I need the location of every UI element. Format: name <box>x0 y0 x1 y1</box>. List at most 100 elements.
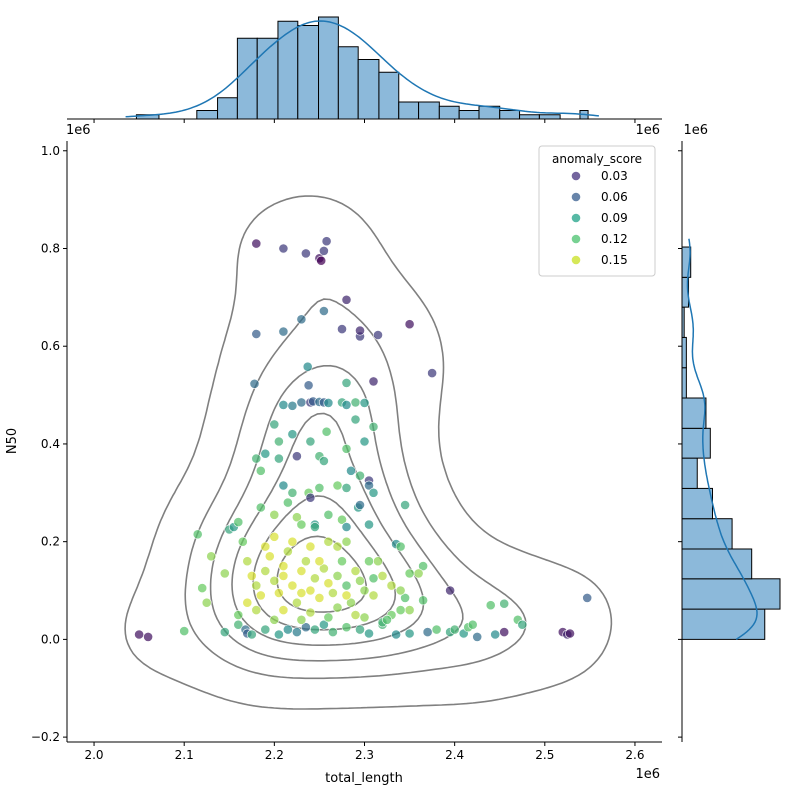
scatter-point <box>346 465 356 476</box>
scatter-point <box>341 580 352 591</box>
scatter-point <box>219 627 230 637</box>
x-histogram-bar <box>499 110 521 120</box>
scatter-point <box>321 426 332 437</box>
scatter-point <box>260 448 271 459</box>
y-tick-label: 0.2 <box>41 535 60 549</box>
scatter-point <box>278 571 289 581</box>
x-histogram-bar <box>236 37 258 120</box>
scatter-point <box>418 561 428 571</box>
scatter-point <box>355 470 365 481</box>
scatter-point <box>355 325 365 336</box>
scatter-point <box>395 585 406 596</box>
scatter-point <box>341 622 352 633</box>
kde-contour-line <box>209 364 464 662</box>
scatter-point <box>269 509 280 520</box>
x-tick-label: 2.6 <box>625 748 644 762</box>
scatter-point <box>445 585 455 596</box>
scatter-point <box>341 294 352 305</box>
scatter-point <box>314 593 325 603</box>
scatter-point <box>237 536 248 547</box>
scatter-point <box>242 556 253 567</box>
scatter-point <box>282 546 293 557</box>
scatter-point <box>327 588 338 598</box>
scatter-point <box>467 619 478 630</box>
legend-entry-label: 0.12 <box>601 232 628 246</box>
scatter-point <box>291 451 302 462</box>
scatter-point <box>287 400 298 411</box>
scatter-point <box>359 585 370 596</box>
x-histogram-bar <box>438 105 460 120</box>
scatter-point <box>287 429 298 440</box>
scatter-point <box>368 573 379 584</box>
scatter-point <box>368 487 379 498</box>
scatter-point <box>287 536 298 547</box>
scatter-point <box>364 480 374 491</box>
x-kde-curve <box>125 20 599 118</box>
scatter-point <box>242 597 253 608</box>
scatter-point <box>517 619 528 630</box>
scatter-point <box>368 421 379 432</box>
y-histogram-bar <box>681 518 733 550</box>
scatter-point <box>282 497 293 508</box>
x-histogram-bar <box>297 25 320 120</box>
x-tick-label: 2.0 <box>84 748 103 762</box>
scatter-point <box>337 514 347 525</box>
scatter-point <box>296 614 307 625</box>
x-histogram-bar <box>318 16 339 120</box>
y-tick-label: 0.6 <box>41 339 60 353</box>
scatter-point <box>296 314 307 325</box>
scatter-point <box>431 624 442 635</box>
scatter-point <box>355 575 365 586</box>
scatter-point <box>368 376 379 387</box>
scatter-point <box>404 605 415 615</box>
y-offset-label-right: 1e6 <box>683 123 708 138</box>
y-histogram-bar <box>681 427 711 459</box>
scatter-point <box>305 541 316 552</box>
scatter-point <box>296 588 307 598</box>
x-histogram-bar <box>217 97 238 120</box>
scatter-point <box>246 629 257 640</box>
scatter-point <box>341 482 352 493</box>
scatter-point <box>287 487 298 498</box>
x-offset-label-top-right: 1e6 <box>635 123 660 138</box>
scatter-point <box>318 306 329 316</box>
scatter-point <box>269 531 280 542</box>
x-histogram-bar <box>256 37 279 120</box>
scatter-point <box>472 632 483 642</box>
x-histogram-bar <box>538 114 561 120</box>
scatter-point <box>337 556 347 567</box>
x-histogram-bar <box>337 46 359 120</box>
y-marginal-histogram <box>678 141 781 742</box>
y-tick-label: 0.4 <box>41 437 60 451</box>
scatter-point <box>219 568 230 579</box>
scatter-point <box>422 627 433 637</box>
scatter-point <box>296 566 307 576</box>
x-tick-label: 2.3 <box>355 748 374 762</box>
main-axes: 2.0 2.1 2.2 2.3 2.4 2.5 2.6 −0.2 0.0 0.2 0.4 0.6 0.8… <box>31 141 662 762</box>
legend-entry-label: 0.09 <box>601 211 628 225</box>
scatter-point <box>327 627 338 637</box>
scatter-point <box>404 628 415 639</box>
scatter-point <box>278 326 289 337</box>
scatter-point <box>350 566 361 576</box>
legend: anomaly_score 0.03 0.06 0.09 0.12 0.15 <box>538 145 656 277</box>
scatter-point <box>255 590 266 601</box>
legend-marker <box>571 234 581 244</box>
scatter-point <box>499 627 510 637</box>
scatter-point <box>499 598 510 609</box>
scatter-point <box>364 628 374 639</box>
scatter-point <box>368 590 379 601</box>
scatter-point <box>359 612 370 623</box>
scatter-point <box>287 580 298 591</box>
scatter-point <box>249 378 260 389</box>
y-tick-label: 0.0 <box>41 632 60 646</box>
scatter-point <box>355 500 365 510</box>
scatter-point <box>364 519 374 530</box>
scatter-point <box>318 456 329 466</box>
scatter-point <box>400 593 410 603</box>
x-histogram-bar <box>418 101 440 120</box>
scatter-point <box>273 436 284 447</box>
scatter-point <box>197 583 208 593</box>
scatter-point <box>418 595 428 606</box>
scatter-point <box>341 399 352 410</box>
